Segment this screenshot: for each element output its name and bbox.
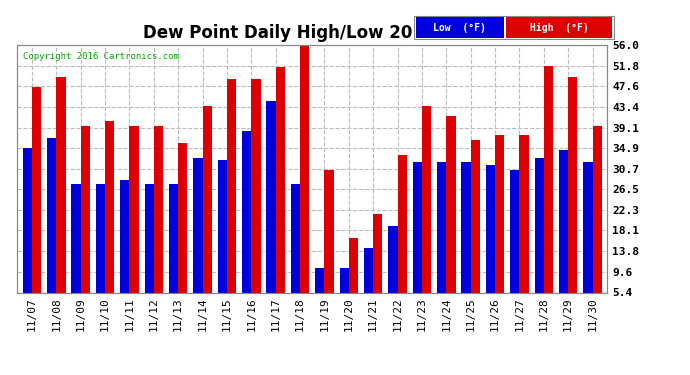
Bar bbox=[227, 79, 236, 292]
Bar bbox=[535, 158, 544, 292]
Bar bbox=[462, 162, 471, 292]
Bar bbox=[47, 138, 57, 292]
Bar bbox=[276, 67, 285, 292]
Bar bbox=[32, 87, 41, 292]
Bar bbox=[120, 180, 130, 292]
Bar bbox=[416, 17, 504, 38]
Text: Low  (°F): Low (°F) bbox=[433, 23, 486, 33]
Bar bbox=[57, 77, 66, 292]
Bar bbox=[242, 130, 251, 292]
Bar bbox=[203, 106, 212, 292]
Bar bbox=[486, 165, 495, 292]
Bar bbox=[71, 184, 81, 292]
Bar bbox=[413, 162, 422, 292]
Bar bbox=[373, 214, 382, 292]
Bar bbox=[388, 226, 397, 292]
Bar bbox=[364, 248, 373, 292]
Bar bbox=[23, 148, 32, 292]
Bar bbox=[422, 106, 431, 292]
Bar bbox=[446, 116, 455, 292]
Bar bbox=[339, 267, 348, 292]
Bar bbox=[154, 126, 163, 292]
Title: Dew Point Daily High/Low 20161201: Dew Point Daily High/Low 20161201 bbox=[143, 24, 482, 42]
Bar bbox=[520, 135, 529, 292]
Bar bbox=[348, 238, 358, 292]
Bar bbox=[144, 184, 154, 292]
Bar bbox=[290, 184, 300, 292]
Bar bbox=[324, 170, 334, 292]
Bar bbox=[96, 184, 105, 292]
Bar bbox=[217, 160, 227, 292]
Bar bbox=[437, 162, 446, 292]
Bar bbox=[178, 143, 188, 292]
Bar bbox=[193, 158, 203, 292]
Bar bbox=[544, 66, 553, 292]
Bar bbox=[300, 45, 309, 292]
Bar bbox=[495, 135, 504, 292]
Bar bbox=[397, 155, 407, 292]
Text: Copyright 2016 Cartronics.com: Copyright 2016 Cartronics.com bbox=[23, 53, 179, 62]
Bar bbox=[471, 140, 480, 292]
Bar bbox=[510, 170, 520, 292]
FancyBboxPatch shape bbox=[414, 16, 614, 39]
Bar bbox=[130, 126, 139, 292]
Bar bbox=[81, 126, 90, 292]
Bar bbox=[169, 184, 178, 292]
Text: High  (°F): High (°F) bbox=[530, 23, 589, 33]
Bar bbox=[315, 267, 324, 292]
Bar bbox=[105, 121, 115, 292]
Bar bbox=[251, 79, 261, 292]
Bar bbox=[506, 17, 612, 38]
Bar bbox=[568, 77, 578, 292]
Bar bbox=[266, 101, 276, 292]
Bar bbox=[559, 150, 568, 292]
Bar bbox=[583, 162, 593, 292]
Bar bbox=[593, 126, 602, 292]
